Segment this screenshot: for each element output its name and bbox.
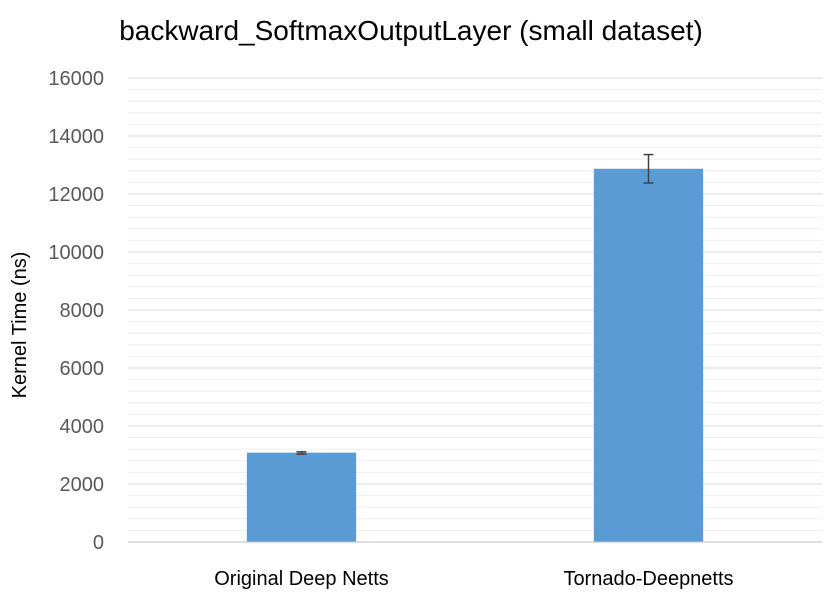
y-tick-label: 10000 bbox=[48, 242, 104, 264]
error-bar bbox=[643, 153, 654, 184]
y-tick-label: 14000 bbox=[48, 126, 104, 148]
error-bars bbox=[296, 153, 654, 455]
chart-title: backward_SoftmaxOutputLayer (small datas… bbox=[119, 15, 703, 46]
y-tick-label: 8000 bbox=[60, 300, 105, 322]
minor-gridlines bbox=[128, 89, 822, 531]
x-axis-category-labels: Original Deep Netts Tornado-Deepnetts bbox=[214, 568, 733, 590]
y-tick-label: 0 bbox=[93, 532, 104, 554]
major-gridlines bbox=[128, 77, 822, 485]
y-axis-tick-labels: 0 2000 4000 6000 8000 10000 12000 14000 16000 bbox=[48, 68, 104, 554]
y-tick-label: 4000 bbox=[60, 416, 105, 438]
y-tick-label: 2000 bbox=[60, 474, 105, 496]
error-bar bbox=[296, 451, 307, 455]
y-tick-label: 6000 bbox=[60, 358, 105, 380]
y-tick-label: 16000 bbox=[48, 68, 104, 90]
bar bbox=[593, 168, 704, 542]
bar-series bbox=[246, 168, 704, 542]
y-tick-label: 12000 bbox=[48, 184, 104, 206]
x-category-label: Original Deep Netts bbox=[214, 568, 389, 590]
bar bbox=[246, 452, 357, 542]
x-category-label: Tornado-Deepnetts bbox=[563, 568, 733, 590]
y-axis-title: Kernel Time (ns) bbox=[9, 252, 31, 399]
